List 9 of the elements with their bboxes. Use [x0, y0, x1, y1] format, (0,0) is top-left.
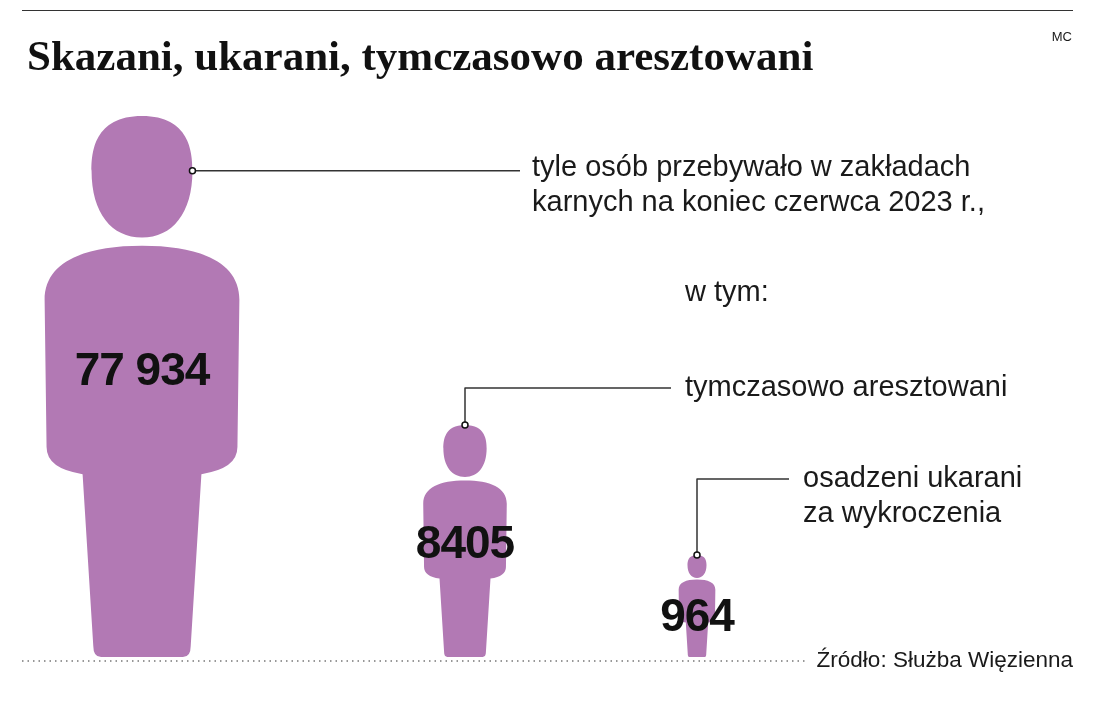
category-label: tymczasowo aresztowani [685, 370, 1008, 402]
text: MC [1051, 29, 1072, 44]
text: Źródło: Służba Więzienna [816, 647, 1074, 672]
category-label: osadzeni ukarani za wykroczenia [803, 461, 1023, 528]
text: w tym: [684, 275, 769, 307]
text: , [976, 185, 985, 217]
data-label: 77 934 [74, 343, 211, 396]
text: Skazani, ukarani, tymczasowo aresztowani [27, 32, 814, 79]
category-label: tyle osób przebywało w zakładach karnych na koniec czerwca 2023 r. [532, 150, 977, 217]
